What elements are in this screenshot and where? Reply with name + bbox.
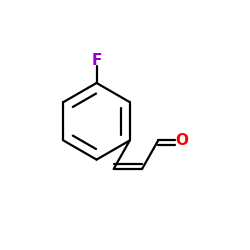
Text: O: O [175, 133, 188, 148]
Text: F: F [92, 53, 102, 68]
